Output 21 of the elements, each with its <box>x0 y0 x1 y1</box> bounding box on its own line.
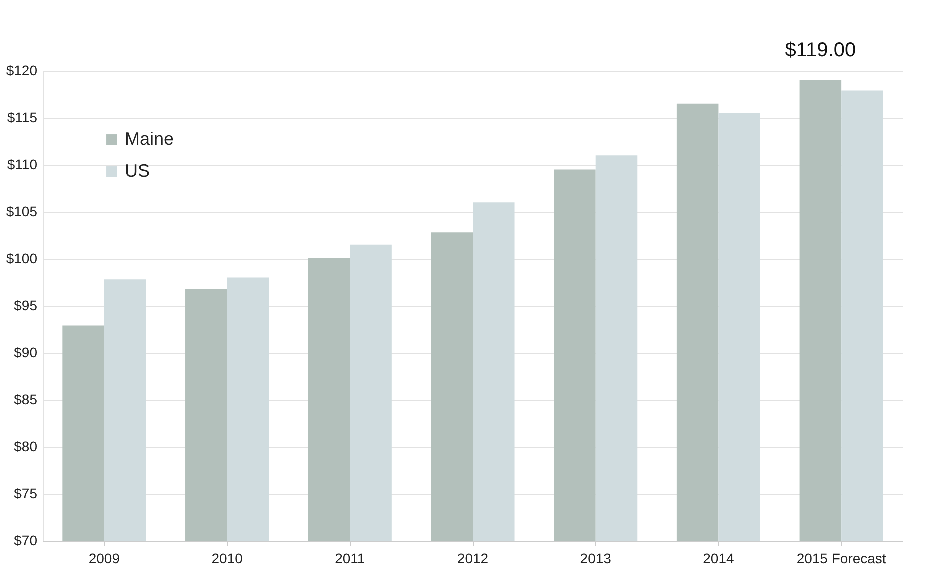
y-tick-label: $90 <box>14 344 38 360</box>
y-tick-label: $85 <box>14 392 38 408</box>
x-tick-label: 2009 <box>88 550 120 566</box>
annotation: $119.00 <box>785 39 856 62</box>
y-tick-label: $80 <box>14 438 38 454</box>
y-tick-label: $105 <box>6 204 38 220</box>
x-tick-label: 2012 <box>457 550 489 566</box>
y-tick-label: $95 <box>14 298 38 314</box>
x-tick-label: 2011 <box>335 550 366 566</box>
x-tick-label: 2014 <box>703 550 734 566</box>
y-tick-label: $70 <box>14 532 38 548</box>
y-tick-label: $110 <box>7 156 38 172</box>
x-tick-label: 2010 <box>212 550 244 566</box>
legend-label: Maine <box>125 129 174 149</box>
y-tick-label: $120 <box>6 62 38 78</box>
y-tick-label: $115 <box>7 110 38 126</box>
y-tick-label: $75 <box>14 486 38 502</box>
x-tick-label: 2015 Forecast <box>796 550 886 566</box>
x-tick-label: 2013 <box>580 550 612 566</box>
legend-label: US <box>125 161 150 181</box>
y-tick-label: $100 <box>6 250 38 266</box>
